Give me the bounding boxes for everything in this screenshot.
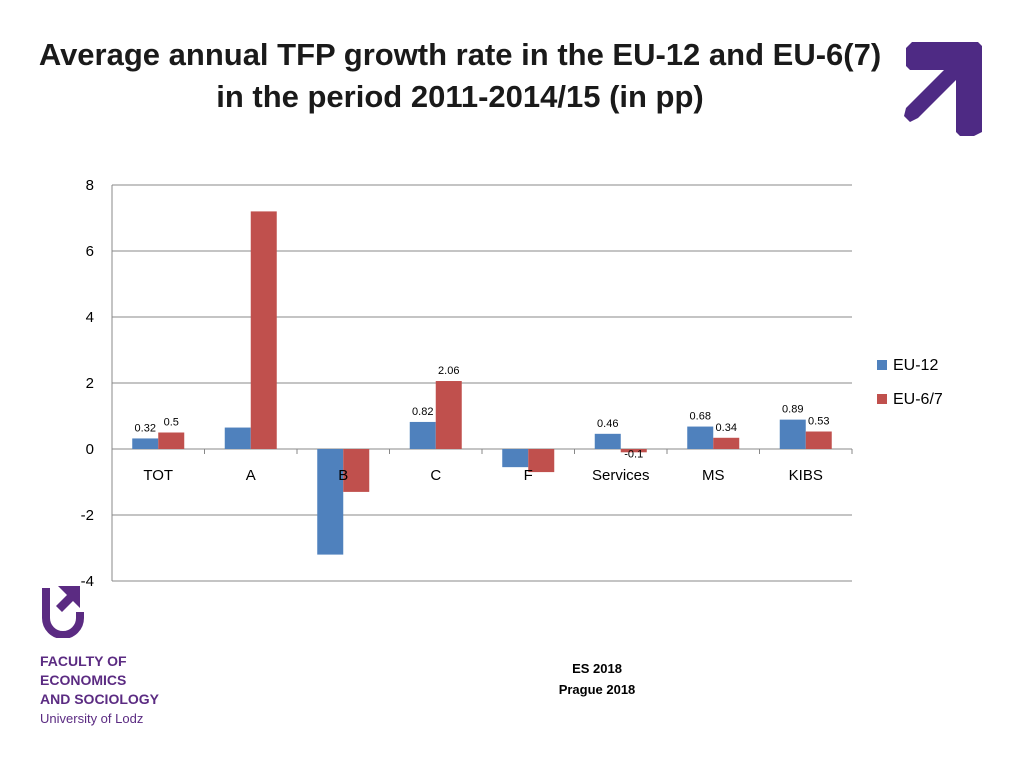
bar-eu-12 [502,449,529,468]
event-location: Prague 2018 [558,682,636,697]
y-tick-label: -2 [81,507,94,524]
category-label: TOT [143,467,173,484]
bar-eu-6-7 [250,211,277,449]
category-label: KIBS [789,467,823,484]
slide-title: Average annual TFP growth rate in the EU… [0,34,920,118]
y-tick-label: 0 [86,441,94,458]
bar-eu-6-7 [158,432,185,449]
category-label: F [524,467,533,484]
event-info: ES 2018 Prague 2018 [540,658,654,700]
category-label: B [338,467,348,484]
university-name: University of Lodz [40,711,144,726]
data-label: 0.46 [597,418,618,430]
category-label: MS [702,467,725,484]
bar-eu-12 [132,438,159,449]
bar-eu-12 [594,433,621,449]
faculty-line-2: ECONOMICS [40,672,127,688]
legend-label: EU-6/7 [893,391,943,408]
data-label: 0.89 [782,404,803,416]
title-line-2: in the period 2011-2014/15 (in pp) [216,79,704,114]
faculty-name: FACULTY OF ECONOMICS AND SOCIOLOGY [40,652,159,709]
faculty-line-1: FACULTY OF [40,653,127,669]
bar-eu-6-7 [435,381,462,449]
title-line-1: Average annual TFP growth rate in the EU… [38,37,882,72]
category-label: C [430,467,441,484]
data-label: 0.5 [164,417,179,429]
y-tick-label: 8 [86,177,94,194]
y-tick-label: 4 [86,309,94,326]
data-label: 0.82 [412,406,433,418]
data-label: 0.32 [135,422,156,434]
bar-eu-6-7 [805,431,832,449]
legend-label: EU-12 [893,357,938,374]
category-label: Services [592,467,650,484]
bar-eu-12 [317,449,344,555]
data-label: 0.68 [690,411,711,423]
data-label: 0.34 [716,422,737,434]
legend-swatch [877,360,887,370]
bar-eu-6-7 [343,449,370,492]
university-logo-icon [42,586,84,638]
y-tick-label: -4 [81,573,94,590]
bar-eu-6-7 [528,449,555,473]
data-label: -0.1 [624,448,643,460]
data-label: 0.53 [808,416,829,428]
bar-eu-12 [224,427,251,449]
faculty-line-3: AND SOCIOLOGY [40,691,160,707]
arrow-logo-icon [904,42,982,136]
bar-eu-12 [409,421,436,449]
y-tick-label: 6 [86,243,94,260]
bar-eu-12 [687,426,714,449]
category-label: A [246,467,256,484]
legend-swatch [877,394,887,404]
bar-eu-6-7 [713,437,740,449]
data-label: 2.06 [438,365,459,377]
event-name: ES 2018 [572,661,622,676]
bar-eu-6-7 [620,449,647,453]
y-tick-label: 2 [86,375,94,392]
bar-eu-12 [779,419,806,449]
